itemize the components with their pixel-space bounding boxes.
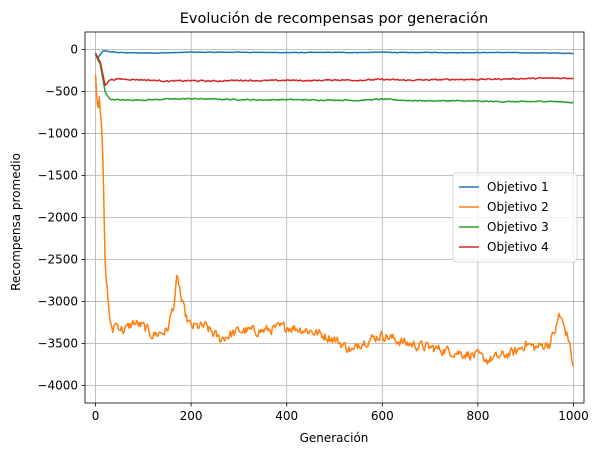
y-tick-label: −1500: [37, 169, 78, 183]
x-tick-label: 1000: [558, 409, 589, 423]
x-tick-label: 0: [92, 409, 100, 423]
y-tick-label: −2000: [37, 211, 78, 225]
x-tick-label: 800: [466, 409, 489, 423]
legend: Objetivo 1 Objetivo 2 Objetivo 3 Objetivo 4: [453, 173, 577, 262]
y-axis-label: Recompensa promedio: [9, 153, 23, 291]
legend-label: Objetivo 2: [487, 200, 549, 214]
y-tick-label: 0: [70, 43, 78, 57]
chart-title: Evolución de recompensas por generación: [180, 11, 488, 27]
y-tick-label: −3000: [37, 294, 78, 308]
x-tick-label: 600: [371, 409, 394, 423]
x-tick-label: 200: [180, 409, 203, 423]
y-tick-label: −500: [45, 85, 78, 99]
legend-label: Objetivo 4: [487, 240, 549, 254]
legend-label: Objetivo 3: [487, 220, 549, 234]
legend-label: Objetivo 1: [487, 180, 549, 194]
y-tick-label: −1000: [37, 127, 78, 141]
x-tick-label: 400: [275, 409, 298, 423]
y-tick-label: −3500: [37, 336, 78, 350]
x-axis-label: Generación: [300, 431, 369, 445]
y-tick-label: −4000: [37, 378, 78, 392]
y-tick-label: −2500: [37, 252, 78, 266]
